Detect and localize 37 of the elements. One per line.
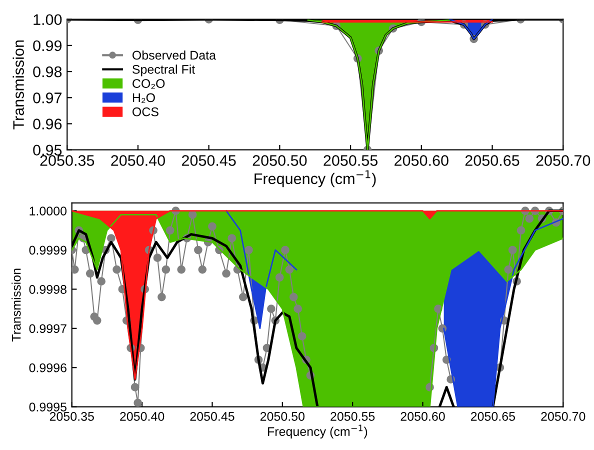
legend-label: Spectral Fit <box>132 64 196 76</box>
y-tick-label: 0.99 <box>33 40 62 52</box>
legend-label: CO₂O <box>132 79 165 89</box>
y-tick-label: 0.9995 <box>29 402 66 412</box>
x-tick-label: 2050.65 <box>470 412 516 421</box>
x-tick-label: 2050.70 <box>541 412 586 421</box>
y-tick-label: 1.0000 <box>30 206 67 216</box>
y-tick-label: 0.9998 <box>29 284 66 294</box>
x-tick-label: 2050.55 <box>330 412 375 421</box>
x-tick-label: 2050.50 <box>252 155 307 166</box>
x-tick-label: 2050.35 <box>40 155 94 166</box>
x-tick-label: 2050.60 <box>400 412 445 421</box>
x-tick-label: 2050.65 <box>465 155 520 166</box>
x-tick-label: 2050.50 <box>260 412 305 421</box>
y-tick-label: 0.9996 <box>29 363 66 372</box>
x-tick-label: 2050.45 <box>190 412 234 421</box>
x-tick-label: 2050.45 <box>182 155 236 166</box>
y-tick-label: 0.95 <box>33 144 62 156</box>
y-tick-label: 0.9997 <box>29 324 66 334</box>
y-tick-label: 0.96 <box>33 118 62 130</box>
legend-label: Observed Data <box>132 50 216 60</box>
x-axis-title: Frequency (cm$^{−1}$) <box>254 170 376 188</box>
x-tick-label: 2050.40 <box>120 412 164 421</box>
y-tick-label: 0.98 <box>33 66 62 78</box>
x-axis-title: Frequency (cm$^{−1}$) <box>268 424 368 438</box>
legend-label: OCS <box>132 107 158 116</box>
y-tick-label: 0.97 <box>33 92 62 104</box>
y-tick-label: 0.9999 <box>29 246 66 255</box>
y-axis-title: Transmission <box>12 268 21 342</box>
y-tick-label: 1.00 <box>34 14 62 26</box>
x-tick-label: 2050.55 <box>324 155 378 166</box>
x-tick-label: 2050.40 <box>111 155 165 166</box>
x-tick-label: 2050.60 <box>394 155 448 166</box>
x-tick-label: 2050.70 <box>536 155 590 166</box>
y-axis-title: Transmission <box>12 40 24 130</box>
legend-label: H₂O <box>132 93 155 104</box>
x-tick-label: 2050.35 <box>50 412 94 421</box>
